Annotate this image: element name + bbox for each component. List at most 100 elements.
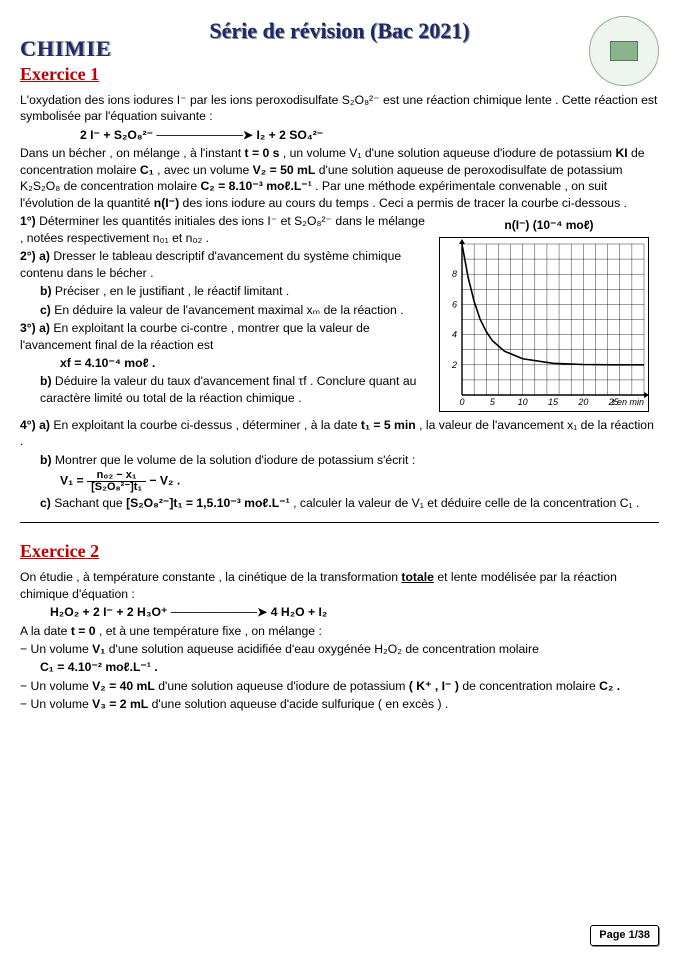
q3a-val: xf = 4.10⁻⁴ moℓ . (20, 355, 431, 371)
t: n(I⁻) (154, 196, 179, 210)
t: C₁ (140, 163, 154, 177)
t: d'une solution aqueuse d'acide sulfuriqu… (148, 697, 448, 711)
chart-caption: n(I⁻) (10⁻⁴ moℓ) (439, 217, 659, 233)
ex1-equation: 2 I⁻ + S₂O₈²⁻ ──────────➤ I₂ + 2 SO₄²⁻ (20, 127, 659, 143)
q4c-label: c) (40, 496, 51, 510)
t: [S₂O₈²⁻]t₁ = 1,5.10⁻³ moℓ.L⁻¹ (126, 496, 290, 510)
ex1-content: L'oxydation des ions iodures I⁻ par les … (20, 92, 659, 512)
svg-text:10: 10 (518, 397, 528, 407)
t: KI (615, 146, 627, 160)
q2a-text: Dresser le tableau descriptif d'avanceme… (20, 249, 401, 279)
t: Un volume (31, 679, 93, 693)
ex2-b2: − Un volume V₂ = 40 mL d'une solution aq… (20, 678, 659, 694)
q2c: c) En déduire la valeur de l'avancement … (20, 302, 431, 318)
stamp-icon (610, 41, 638, 61)
q2b-text: Préciser , en le justifiant , le réactif… (55, 284, 289, 298)
frac-den: [S₂O₈²⁻]t₁ (87, 482, 146, 493)
subject-label: CHIMIE (20, 34, 112, 64)
t: ( K⁺ , I⁻ ) (409, 679, 459, 693)
exercice-2-heading: Exercice 2 (20, 539, 659, 563)
svg-text:6: 6 (452, 300, 457, 310)
t: Un volume (31, 642, 93, 656)
svg-text:2: 2 (451, 360, 457, 370)
q4c: c) Sachant que [S₂O₈²⁻]t₁ = 1,5.10⁻³ moℓ… (20, 495, 659, 511)
q4a-label: 4°) a) (20, 418, 50, 432)
t: C₂ . (599, 679, 620, 693)
q4a: 4°) a) En exploitant la courbe ci-dessus… (20, 417, 659, 450)
t: de concentration molaire (459, 679, 599, 693)
t: d'une solution aqueuse acidifiée d'eau o… (105, 642, 539, 656)
stamp-badge (589, 16, 659, 86)
page-footer: Page 1/38 (590, 925, 659, 946)
arrow-icon: ──────────➤ (157, 128, 257, 142)
q2a-label: 2°) a) (20, 249, 50, 263)
q1-label: 1°) (20, 214, 36, 228)
q2c-text: En déduire la valeur de l'avancement max… (54, 303, 403, 317)
t: C₂ = 8.10⁻³ moℓ.L⁻¹ (201, 179, 312, 193)
t: t = 0 s (245, 146, 280, 160)
svg-text:15: 15 (548, 397, 559, 407)
q4b-text: Montrer que le volume de la solution d'i… (55, 453, 415, 467)
svg-text:0: 0 (459, 397, 464, 407)
exercice-1-heading: Exercice 1 (20, 62, 659, 86)
eq-right: I₂ + 2 SO₄²⁻ (256, 128, 323, 142)
t: En exploitant la courbe ci-dessus , déte… (53, 418, 361, 432)
t: d'une solution aqueuse d'iodure de potas… (155, 679, 409, 693)
ex1-setup: Dans un bécher , on mélange , à l'instan… (20, 145, 659, 211)
t: , avec un volume (154, 163, 253, 177)
t: , et à une température fixe , on mélange… (96, 624, 322, 638)
svg-text:20: 20 (577, 397, 588, 407)
t: , calculer la valeur de V₁ et déduire ce… (290, 496, 640, 510)
decay-chart: 24680510152025t en min (439, 237, 649, 412)
eq2-left: H₂O₂ + 2 I⁻ + 2 H₃O⁺ (50, 605, 167, 619)
q3a: 3°) a) En exploitant la courbe ci-contre… (20, 320, 431, 353)
eq2-right: 4 H₂O + I₂ (271, 605, 328, 619)
t: Un volume (31, 697, 93, 711)
svg-text:t en min: t en min (612, 397, 644, 407)
t: V₂ = 50 mL (253, 163, 316, 177)
ex1-intro: L'oxydation des ions iodures I⁻ par les … (20, 92, 659, 125)
ex2-content: On étudie , à température constante , la… (20, 569, 659, 713)
v2-tail: − V₂ . (149, 474, 180, 488)
ex2-b3: − Un volume V₃ = 2 mL d'une solution aqu… (20, 696, 659, 712)
t: totale (401, 570, 434, 584)
two-column: 1°) Déterminer les quantités initiales d… (20, 213, 659, 417)
q4b-label: b) (40, 453, 52, 467)
t: On étudie , à température constante , la… (20, 570, 401, 584)
fraction: n₀₂ − x₁ [S₂O₈²⁻]t₁ (87, 470, 146, 493)
t: t = 0 (71, 624, 96, 638)
t: V₂ = 40 mL (92, 679, 155, 693)
arrow-icon: ──────────➤ (171, 605, 271, 619)
divider (20, 522, 659, 523)
v1-label: V₁ = (60, 474, 84, 488)
left-col: 1°) Déterminer les quantités initiales d… (20, 213, 431, 408)
eq-left: 2 I⁻ + S₂O₈²⁻ (80, 128, 153, 142)
ex2-at-t0: A la date t = 0 , et à une température f… (20, 623, 659, 639)
ex2-b1: − Un volume V₁ d'une solution aqueuse ac… (20, 641, 659, 657)
t: Sachant que (54, 496, 126, 510)
t: , un volume V₁ d'une solution aqueuse d'… (279, 146, 615, 160)
t: Dans un bécher , on mélange , à l'instan… (20, 146, 245, 160)
q1-text: Déterminer les quantités initiales des i… (20, 214, 425, 244)
q2c-label: c) (40, 303, 51, 317)
q1: 1°) Déterminer les quantités initiales d… (20, 213, 431, 246)
ex2-b1c: C₁ = 4.10⁻² moℓ.L⁻¹ . (20, 659, 659, 675)
svg-text:4: 4 (452, 330, 457, 340)
q3b-text: Déduire la valeur du taux d'avancement f… (40, 374, 416, 404)
q2a: 2°) a) Dresser le tableau descriptif d'a… (20, 248, 431, 281)
q2b-label: b) (40, 284, 52, 298)
t: t₁ = 5 min (361, 418, 416, 432)
t: des ions iodure au cours du temps . Ceci… (179, 196, 627, 210)
t: V₁ (92, 642, 105, 656)
svg-text:8: 8 (452, 270, 457, 280)
q3b: b) Déduire la valeur du taux d'avancemen… (20, 373, 431, 406)
t: A la date (20, 624, 71, 638)
q2b: b) Préciser , en le justifiant , le réac… (20, 283, 431, 299)
q3a-label: 3°) a) (20, 321, 50, 335)
page-title: Série de révision (Bac 2021) (20, 16, 659, 46)
right-col: n(I⁻) (10⁻⁴ moℓ) 24680510152025t en min (439, 213, 659, 417)
q4b: b) Montrer que le volume de la solution … (20, 452, 659, 468)
q3a-text: En exploitant la courbe ci-contre , mont… (20, 321, 370, 351)
t: V₃ = 2 mL (92, 697, 148, 711)
ex2-intro: On étudie , à température constante , la… (20, 569, 659, 602)
